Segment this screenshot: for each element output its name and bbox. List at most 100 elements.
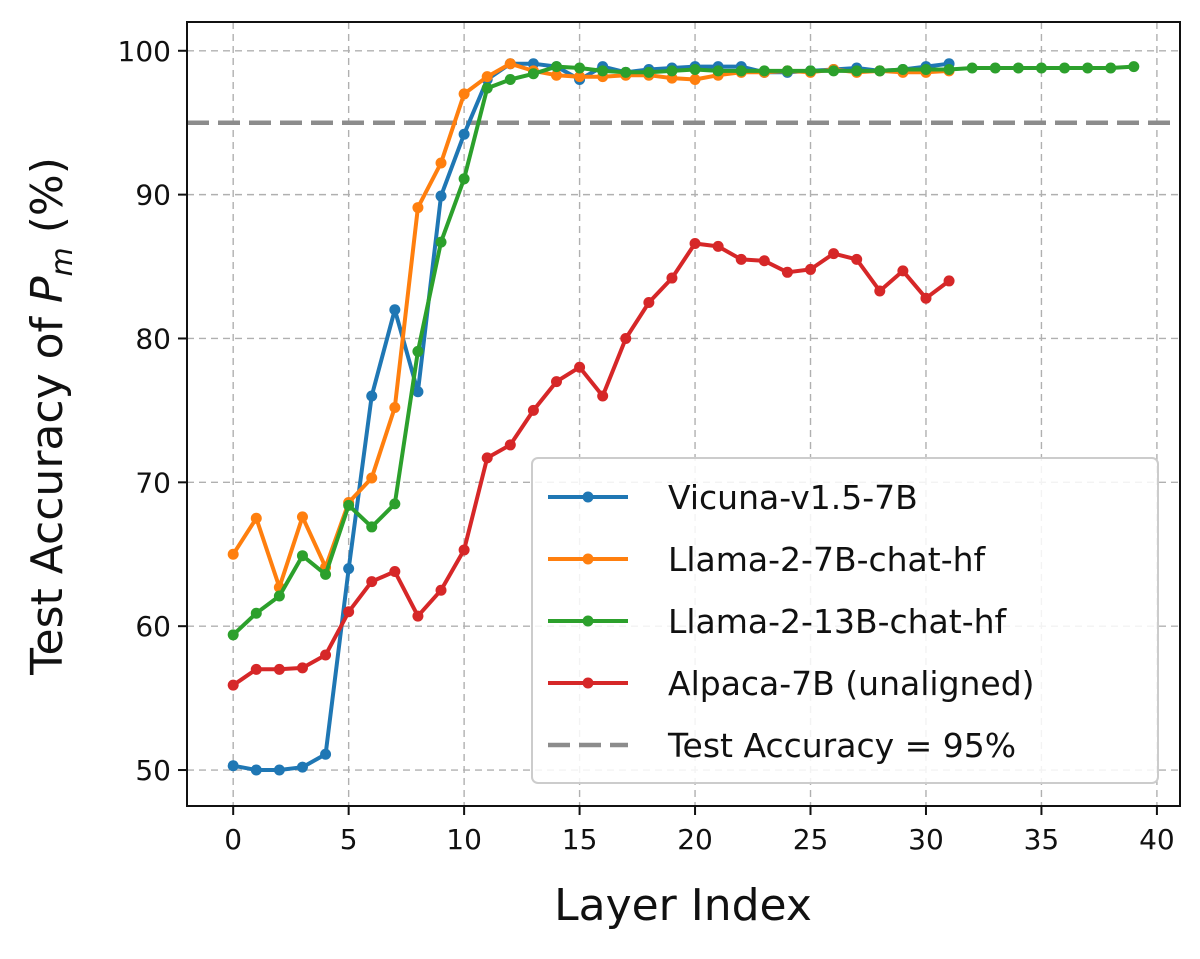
data-point	[920, 292, 932, 304]
data-point	[550, 61, 562, 73]
data-point	[758, 65, 770, 77]
data-point	[366, 390, 378, 402]
data-point	[273, 764, 285, 776]
data-point	[412, 345, 424, 357]
legend-item-1: Vicuna-v1.5-7B	[548, 478, 918, 517]
data-point	[481, 82, 493, 94]
y-tick-label: 50	[135, 754, 171, 787]
data-point	[320, 568, 332, 580]
data-point	[504, 58, 516, 70]
data-point	[296, 662, 308, 674]
data-point	[689, 238, 701, 250]
data-point	[250, 512, 262, 524]
data-point	[389, 402, 401, 414]
data-point	[389, 304, 401, 316]
data-point	[989, 62, 1001, 74]
data-point	[643, 297, 655, 309]
data-point	[1082, 62, 1094, 74]
legend-item-3: Llama-2-13B-chat-hf	[548, 602, 1008, 641]
data-point	[620, 66, 632, 78]
data-point	[343, 499, 355, 511]
x-tick-label: 30	[908, 823, 944, 856]
y-axis-title-symbol: P	[22, 276, 73, 303]
data-point	[620, 332, 632, 344]
data-point	[227, 629, 239, 641]
y-axis-title-suffix: (%)	[22, 157, 73, 247]
data-point	[1105, 62, 1117, 74]
data-point	[389, 566, 401, 578]
x-tick-label: 10	[446, 823, 482, 856]
data-point	[343, 563, 355, 575]
data-point	[897, 265, 909, 277]
legend-box	[531, 457, 1159, 784]
series-3	[227, 61, 1140, 641]
data-point	[389, 498, 401, 510]
data-point	[296, 511, 308, 523]
data-point	[481, 71, 493, 83]
data-point	[758, 255, 770, 267]
data-point	[296, 761, 308, 773]
data-point	[227, 548, 239, 560]
data-point	[504, 439, 516, 451]
legend-label: Test Accuracy = 95%	[667, 726, 1016, 765]
data-point	[412, 610, 424, 622]
series-line	[231, 64, 1136, 637]
data-point	[435, 190, 447, 202]
data-point	[712, 65, 724, 77]
data-point	[874, 65, 886, 77]
x-tick-label: 0	[224, 823, 242, 856]
legend-item-2: Llama-2-7B-chat-hf	[548, 540, 987, 579]
data-point	[481, 452, 493, 464]
data-point	[643, 66, 655, 78]
data-point	[320, 649, 332, 661]
data-point	[458, 88, 470, 100]
series-layer	[227, 58, 1140, 776]
data-point	[435, 157, 447, 169]
data-point	[666, 65, 678, 77]
data-point	[897, 63, 909, 75]
legend-item-4: Alpaca-7B (unaligned)	[548, 664, 1035, 703]
data-point	[227, 679, 239, 691]
data-point	[550, 69, 562, 81]
data-point	[689, 74, 701, 86]
data-point	[296, 550, 308, 562]
legend-label: Vicuna-v1.5-7B	[668, 478, 918, 517]
plot-frame	[186, 21, 1181, 807]
data-point	[1012, 62, 1024, 74]
data-point	[273, 590, 285, 602]
legend: Vicuna-v1.5-7B Llama-2-7B-chat-hf Llama-2-…	[531, 457, 1159, 784]
y-tick-label: 90	[135, 179, 171, 212]
legend-marker	[582, 553, 594, 565]
data-point	[828, 248, 840, 260]
data-point	[250, 764, 262, 776]
x-tick-label: 35	[1024, 823, 1060, 856]
data-point	[666, 272, 678, 284]
legend-label: Alpaca-7B (unaligned)	[668, 664, 1035, 703]
data-point	[458, 128, 470, 140]
y-axis-title-subscript: m	[45, 247, 80, 276]
data-point	[435, 584, 447, 596]
data-point	[735, 253, 747, 265]
data-point	[828, 65, 840, 77]
x-tick-label: 40	[1139, 823, 1175, 856]
data-point	[943, 275, 955, 287]
data-point	[574, 62, 586, 74]
data-point	[597, 390, 609, 402]
data-point	[366, 521, 378, 533]
legend-label: Llama-2-7B-chat-hf	[668, 540, 987, 579]
data-point	[1035, 62, 1047, 74]
data-point	[689, 63, 701, 75]
data-point	[550, 376, 562, 388]
data-point	[504, 74, 516, 86]
tick-layer: 0 5 10 15 20 25 30 35 40 50 60 70 80 90 100	[118, 35, 1175, 856]
data-point	[735, 65, 747, 77]
data-point	[366, 576, 378, 588]
data-point	[781, 266, 793, 278]
data-point	[874, 285, 886, 297]
y-axis-title: Test Accuracy of Pm (%)	[22, 157, 80, 676]
data-point	[320, 748, 332, 760]
legend-marker	[582, 491, 594, 503]
data-point	[250, 663, 262, 675]
data-point	[527, 68, 539, 80]
